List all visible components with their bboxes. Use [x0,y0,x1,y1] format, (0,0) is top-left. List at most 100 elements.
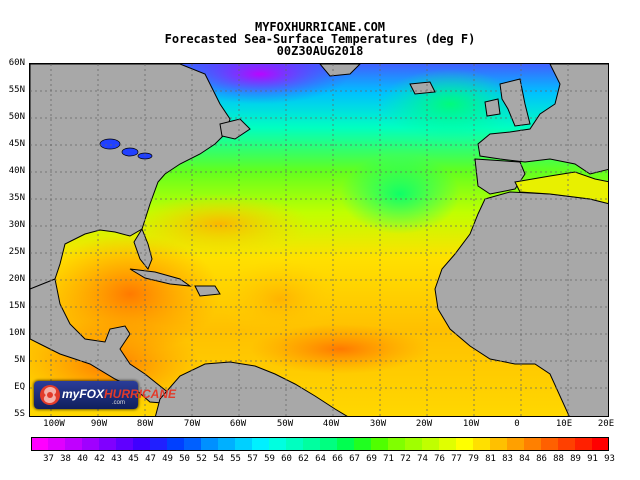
colorbar-value: 72 [400,454,411,464]
lon-label: 40W [322,419,340,429]
lon-label: 100W [43,419,65,429]
colorbar-value: 54 [213,454,224,464]
colorbar-swatch [354,437,372,451]
colorbar-swatch [201,437,219,451]
colorbar-value: 57 [247,454,258,464]
lat-label: 55N [8,85,25,95]
colorbar-value: 47 [145,454,156,464]
lon-label: 0 [514,419,520,429]
colorbar-value: 64 [315,454,326,464]
lon-label: 10E [555,419,573,429]
colorbar-swatch [252,437,270,451]
colorbar-value: 40 [77,454,88,464]
colorbar-value: 69 [366,454,377,464]
lon-label: 50W [276,419,294,429]
colorbar-swatch [541,437,559,451]
colorbar-value: 52 [196,454,207,464]
lat-label: 45N [8,139,25,149]
colorbar-swatch [473,437,491,451]
colorbar-value: 88 [553,454,564,464]
colorbar-value: 76 [434,454,445,464]
colorbar-swatch [31,437,49,451]
logo-fox: FOX [79,387,105,401]
colorbar-swatch [422,437,440,451]
colorbar-value: 79 [468,454,479,464]
colorbar-swatch [575,437,593,451]
colorbar-border [31,437,609,451]
lat-label: EQ [14,382,25,392]
colorbar-value: 37 [43,454,54,464]
logo-my: my [62,387,80,401]
lat-label: 25N [8,247,25,257]
colorbar-swatch [303,437,321,451]
colorbar-swatch [269,437,287,451]
lat-label: 50N [8,112,25,122]
colorbar-value: 60 [281,454,292,464]
lon-label: 10W [462,419,480,429]
colorbar-swatch [337,437,355,451]
lat-label: 30N [8,220,25,230]
lon-label: 90W [90,419,108,429]
lat-label: 10N [8,328,25,338]
forecast-date: 00Z30AUG2018 [276,44,364,58]
colorbar-swatch [116,437,134,451]
colorbar-swatch [167,437,185,451]
lat-label: 35N [8,193,25,203]
map-title: Forecasted Sea-Surface Temperatures (deg… [164,32,476,46]
colorbar-swatch [405,437,423,451]
lon-label: 70W [183,419,201,429]
lat-label: 20N [8,274,25,284]
colorbar-swatch [439,437,457,451]
colorbar-swatch [99,437,117,451]
colorbar-value: 93 [604,454,615,464]
colorbar-value: 43 [111,454,122,464]
myfoxhurricane-logo: myFOXHURRICANE .com [34,381,176,409]
lon-label: 60W [229,419,247,429]
logo-text: myFOXHURRICANE [62,387,176,401]
logo-hurricane: HURRICANE [104,387,177,401]
lat-label: 15N [8,301,25,311]
colorbar-value: 59 [264,454,275,464]
colorbar-swatch [456,437,474,451]
lon-label: 80W [136,419,154,429]
lat-label: 5S [14,409,25,419]
sst-map [29,63,609,417]
logo-sub: .com [112,400,126,406]
temperature-colorbar [31,437,609,451]
hurricane-swirl-icon [40,385,60,405]
lat-label: 60N [8,58,25,68]
colorbar-value: 67 [349,454,360,464]
lat-label: 40N [8,166,25,176]
colorbar-value: 77 [451,454,462,464]
colorbar-swatch [507,437,525,451]
colorbar-swatch [490,437,508,451]
colorbar-swatch [133,437,151,451]
colorbar-value: 42 [94,454,105,464]
colorbar-swatch [150,437,168,451]
colorbar-value: 38 [60,454,71,464]
lon-label: 30W [369,419,387,429]
colorbar-swatch [65,437,83,451]
colorbar-value: 49 [162,454,173,464]
colorbar-swatch [48,437,66,451]
colorbar-value: 71 [383,454,394,464]
colorbar-value: 62 [298,454,309,464]
colorbar-value: 74 [417,454,428,464]
colorbar-value: 89 [570,454,581,464]
colorbar-swatch [524,437,542,451]
colorbar-swatch [286,437,304,451]
colorbar-swatch [184,437,202,451]
colorbar-value: 55 [230,454,241,464]
colorbar-value: 86 [536,454,547,464]
colorbar-value: 81 [485,454,496,464]
colorbar-swatch [82,437,100,451]
colorbar-swatch [218,437,236,451]
colorbar-value: 50 [179,454,190,464]
colorbar-value: 66 [332,454,343,464]
colorbar-value: 83 [502,454,513,464]
colorbar-swatch [388,437,406,451]
colorbar-value: 45 [128,454,139,464]
lon-label: 20W [415,419,433,429]
colorbar-value: 91 [587,454,598,464]
colorbar-value: 84 [519,454,530,464]
